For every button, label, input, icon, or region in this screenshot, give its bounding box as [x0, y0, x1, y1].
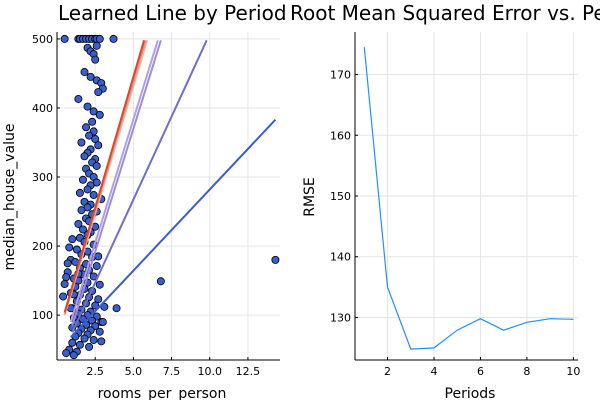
scatter-point [80, 152, 89, 161]
scatter-point [82, 123, 91, 132]
scatter-point [109, 34, 118, 43]
rmse-marks [363, 47, 574, 350]
scatter-point [75, 340, 84, 349]
scatter-point [92, 262, 101, 271]
scatter-y-tick-label: 100 [32, 309, 53, 322]
scatter-point [95, 34, 104, 43]
scatter-point [68, 235, 77, 244]
scatter-x-tick-label: 12.5 [236, 365, 261, 378]
scatter-point [62, 273, 71, 282]
learned-line [69, 39, 159, 323]
scatter-point [95, 110, 104, 119]
scatter-point [88, 117, 97, 126]
rmse-title: Root Mean Squared Error vs. Periods [290, 1, 600, 25]
scatter-point [89, 190, 98, 199]
scatter-point [69, 351, 78, 360]
scatter-y-tick-label: 200 [32, 240, 53, 253]
rmse-y-tick-label: 140 [330, 251, 351, 264]
scatter-point [91, 301, 100, 310]
scatter-point [65, 243, 74, 252]
scatter-point [86, 72, 95, 81]
scatter-x-tick-label: 7.5 [163, 365, 181, 378]
scatter-point [94, 295, 103, 304]
rmse-x-tick-label: 2 [384, 365, 391, 378]
scatter-chart: 2.5 5.0 7.5 10.0 12.5 100 200 300 400 500 Learned… [2, 1, 287, 400]
scatter-x-tick-label: 2.5 [86, 365, 104, 378]
scatter-x-axis-label: rooms_per_person [98, 386, 227, 400]
scatter-point [72, 245, 81, 254]
scatter-y-tick-label: 500 [32, 33, 53, 46]
rmse-x-tick-label: 10 [566, 365, 580, 378]
scatter-point [74, 94, 83, 103]
rmse-y-tick-label: 150 [330, 190, 351, 203]
rmse-line-chart: 2 4 6 8 10 130 140 150 160 170 Root Mean Squared … [290, 1, 600, 400]
rmse-series-line [363, 47, 574, 350]
scatter-point [80, 334, 89, 343]
scatter-point [98, 318, 107, 327]
scatter-point [156, 277, 165, 286]
rmse-y-axis-label: RMSE [302, 177, 318, 217]
rmse-y-tick-label: 170 [330, 69, 351, 82]
scatter-point [91, 135, 100, 144]
scatter-point [85, 342, 94, 351]
rmse-x-tick-label: 6 [477, 365, 484, 378]
scatter-point [94, 141, 103, 150]
scatter-point [91, 55, 100, 64]
scatter-point [271, 255, 280, 264]
rmse-y-tick-label: 160 [330, 129, 351, 142]
scatter-point [63, 259, 72, 268]
scatter-point [59, 292, 68, 301]
scatter-point [83, 102, 92, 111]
scatter-point [97, 337, 106, 346]
scatter-point [75, 188, 84, 197]
scatter-point [85, 131, 94, 140]
scatter-point [78, 225, 87, 234]
rmse-x-axis-label: Periods [445, 386, 496, 400]
rmse-axes [354, 32, 578, 361]
scatter-x-tick-label: 5.0 [125, 365, 143, 378]
scatter-point [77, 206, 86, 215]
scatter-point [92, 161, 101, 170]
scatter-point [95, 327, 104, 336]
scatter-point [77, 138, 86, 147]
scatter-point [94, 88, 103, 97]
scatter-point [60, 34, 69, 43]
scatter-title: Learned Line by Period [58, 1, 287, 25]
rmse-y-tick-label: 130 [330, 311, 351, 324]
learned-line [71, 39, 208, 333]
learned-line [63, 40, 146, 313]
rmse-x-tick-label: 8 [523, 365, 530, 378]
scatter-point [62, 349, 71, 358]
scatter-y-tick-label: 300 [32, 171, 53, 184]
learned-line [70, 119, 277, 338]
scatter-point [95, 280, 104, 289]
scatter-point [100, 302, 109, 311]
scatter-marks [59, 34, 280, 360]
scatter-tick-labels: 2.5 5.0 7.5 10.0 12.5 100 200 300 400 500 [32, 33, 260, 378]
scatter-point [92, 41, 101, 50]
scatter-point [94, 252, 103, 261]
scatter-point [89, 107, 98, 116]
scatter-point [112, 304, 121, 313]
scatter-point [74, 219, 83, 228]
rmse-x-tick-label: 4 [430, 365, 437, 378]
scatter-point [89, 335, 98, 344]
scatter-y-axis-label: median_house_value [2, 124, 18, 271]
scatter-x-tick-label: 10.0 [197, 365, 222, 378]
rmse-grid [355, 32, 578, 360]
learned-line [71, 39, 162, 326]
scatter-y-tick-label: 400 [32, 102, 53, 115]
scatter-point [68, 338, 77, 347]
scatter-point [80, 68, 89, 77]
scatter-axes [56, 32, 280, 361]
scatter-point [60, 280, 69, 289]
scatter-point [83, 185, 92, 194]
rmse-tick-labels: 2 4 6 8 10 130 140 150 160 170 [330, 69, 580, 378]
scatter-point [78, 175, 87, 184]
